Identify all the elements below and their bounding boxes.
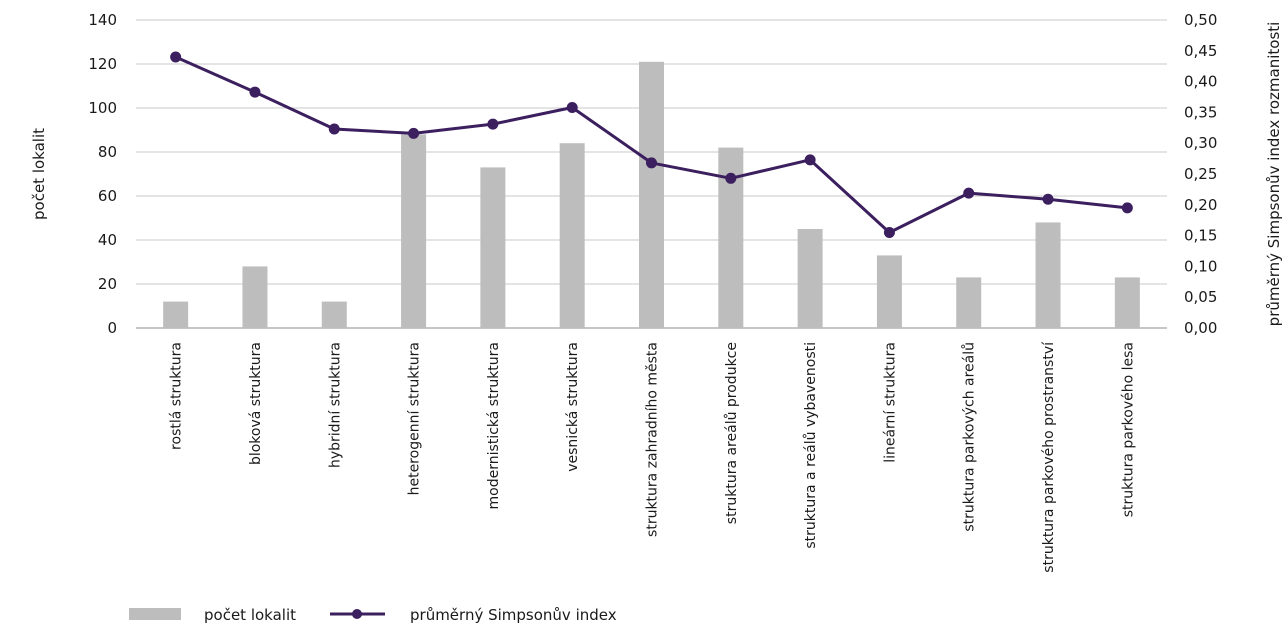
right-axis-title: průměrný Simpsonův index rozmanitosti xyxy=(1265,22,1283,327)
legend-bar-swatch xyxy=(129,608,181,620)
line-point xyxy=(328,123,340,135)
right-tick-label: 0,10 xyxy=(1184,257,1217,275)
bar xyxy=(797,229,823,328)
line-point xyxy=(1121,202,1133,214)
left-tick-label: 0 xyxy=(107,319,117,337)
line-point xyxy=(646,157,657,169)
line-point xyxy=(1042,193,1054,205)
bar-series xyxy=(163,61,1140,329)
left-tick-label: 80 xyxy=(98,143,117,161)
right-tick-label: 0,35 xyxy=(1184,103,1217,121)
left-tick-label: 100 xyxy=(88,99,117,117)
category-label: struktura parkových areálů xyxy=(962,342,978,532)
line-point xyxy=(963,187,975,199)
line-point xyxy=(487,118,499,130)
line-point xyxy=(804,154,816,166)
bar xyxy=(559,143,585,328)
line-point xyxy=(170,51,182,63)
left-axis-ticks: 0 20 40 60 80 100 120 140 xyxy=(88,11,117,337)
category-label: lineární struktura xyxy=(882,342,898,463)
bar xyxy=(321,301,347,328)
category-labels: rostlá struktura bloková struktura hybridn… xyxy=(169,341,1137,573)
category-label: vesnická struktura xyxy=(565,342,581,472)
left-tick-label: 60 xyxy=(98,187,117,205)
right-tick-label: 0,40 xyxy=(1184,73,1217,91)
legend-line-marker xyxy=(352,609,362,619)
right-tick-label: 0,30 xyxy=(1184,134,1217,152)
left-tick-label: 40 xyxy=(98,231,117,249)
category-label: heterogenní struktura xyxy=(407,342,423,495)
category-label: struktura parkového prostranství xyxy=(1041,341,1057,573)
category-label: bloková struktura xyxy=(248,342,264,465)
line-point xyxy=(249,86,261,98)
line-series xyxy=(170,51,1133,239)
left-tick-label: 120 xyxy=(88,55,117,73)
category-label: modernistická struktura xyxy=(486,342,502,509)
left-tick-label: 20 xyxy=(98,275,117,293)
bar xyxy=(1114,277,1140,328)
right-axis-ticks: 0,00 0,05 0,10 0,15 0,20 0,25 0,30 0,35 0,40 0,45… xyxy=(1184,11,1217,337)
category-label: struktura a reálů vybavenosti xyxy=(803,342,819,549)
category-label: struktura zahradního města xyxy=(645,342,661,537)
right-tick-label: 0,50 xyxy=(1184,11,1217,29)
left-axis-title: počet lokalit xyxy=(30,128,48,220)
line-point xyxy=(725,172,737,184)
bar xyxy=(242,266,268,328)
category-label: hybridní struktura xyxy=(327,342,343,468)
bar xyxy=(163,301,189,328)
right-tick-label: 0,00 xyxy=(1184,319,1217,337)
right-tick-label: 0,20 xyxy=(1184,196,1217,214)
bar xyxy=(401,134,427,328)
bar xyxy=(876,255,902,328)
left-tick-label: 140 xyxy=(88,11,117,29)
line-point xyxy=(566,101,578,113)
category-label: struktura parkového lesa xyxy=(1120,342,1136,517)
right-tick-label: 0,15 xyxy=(1184,227,1217,245)
bar xyxy=(639,61,664,329)
category-label: rostlá struktura xyxy=(169,342,185,450)
line-point xyxy=(408,127,420,139)
right-tick-label: 0,25 xyxy=(1184,165,1217,183)
line-point xyxy=(883,227,895,239)
bar xyxy=(1035,222,1061,328)
legend-bar-label: počet lokalit xyxy=(204,606,296,624)
category-label: struktura areálů produkce xyxy=(724,342,740,524)
bar xyxy=(956,277,982,328)
right-tick-label: 0,05 xyxy=(1184,288,1217,306)
legend-line-label: průměrný Simpsonův index xyxy=(410,606,617,624)
legend: počet lokalit průměrný Simpsonův index xyxy=(129,606,617,624)
bar xyxy=(480,167,506,328)
right-tick-label: 0,45 xyxy=(1184,42,1217,60)
